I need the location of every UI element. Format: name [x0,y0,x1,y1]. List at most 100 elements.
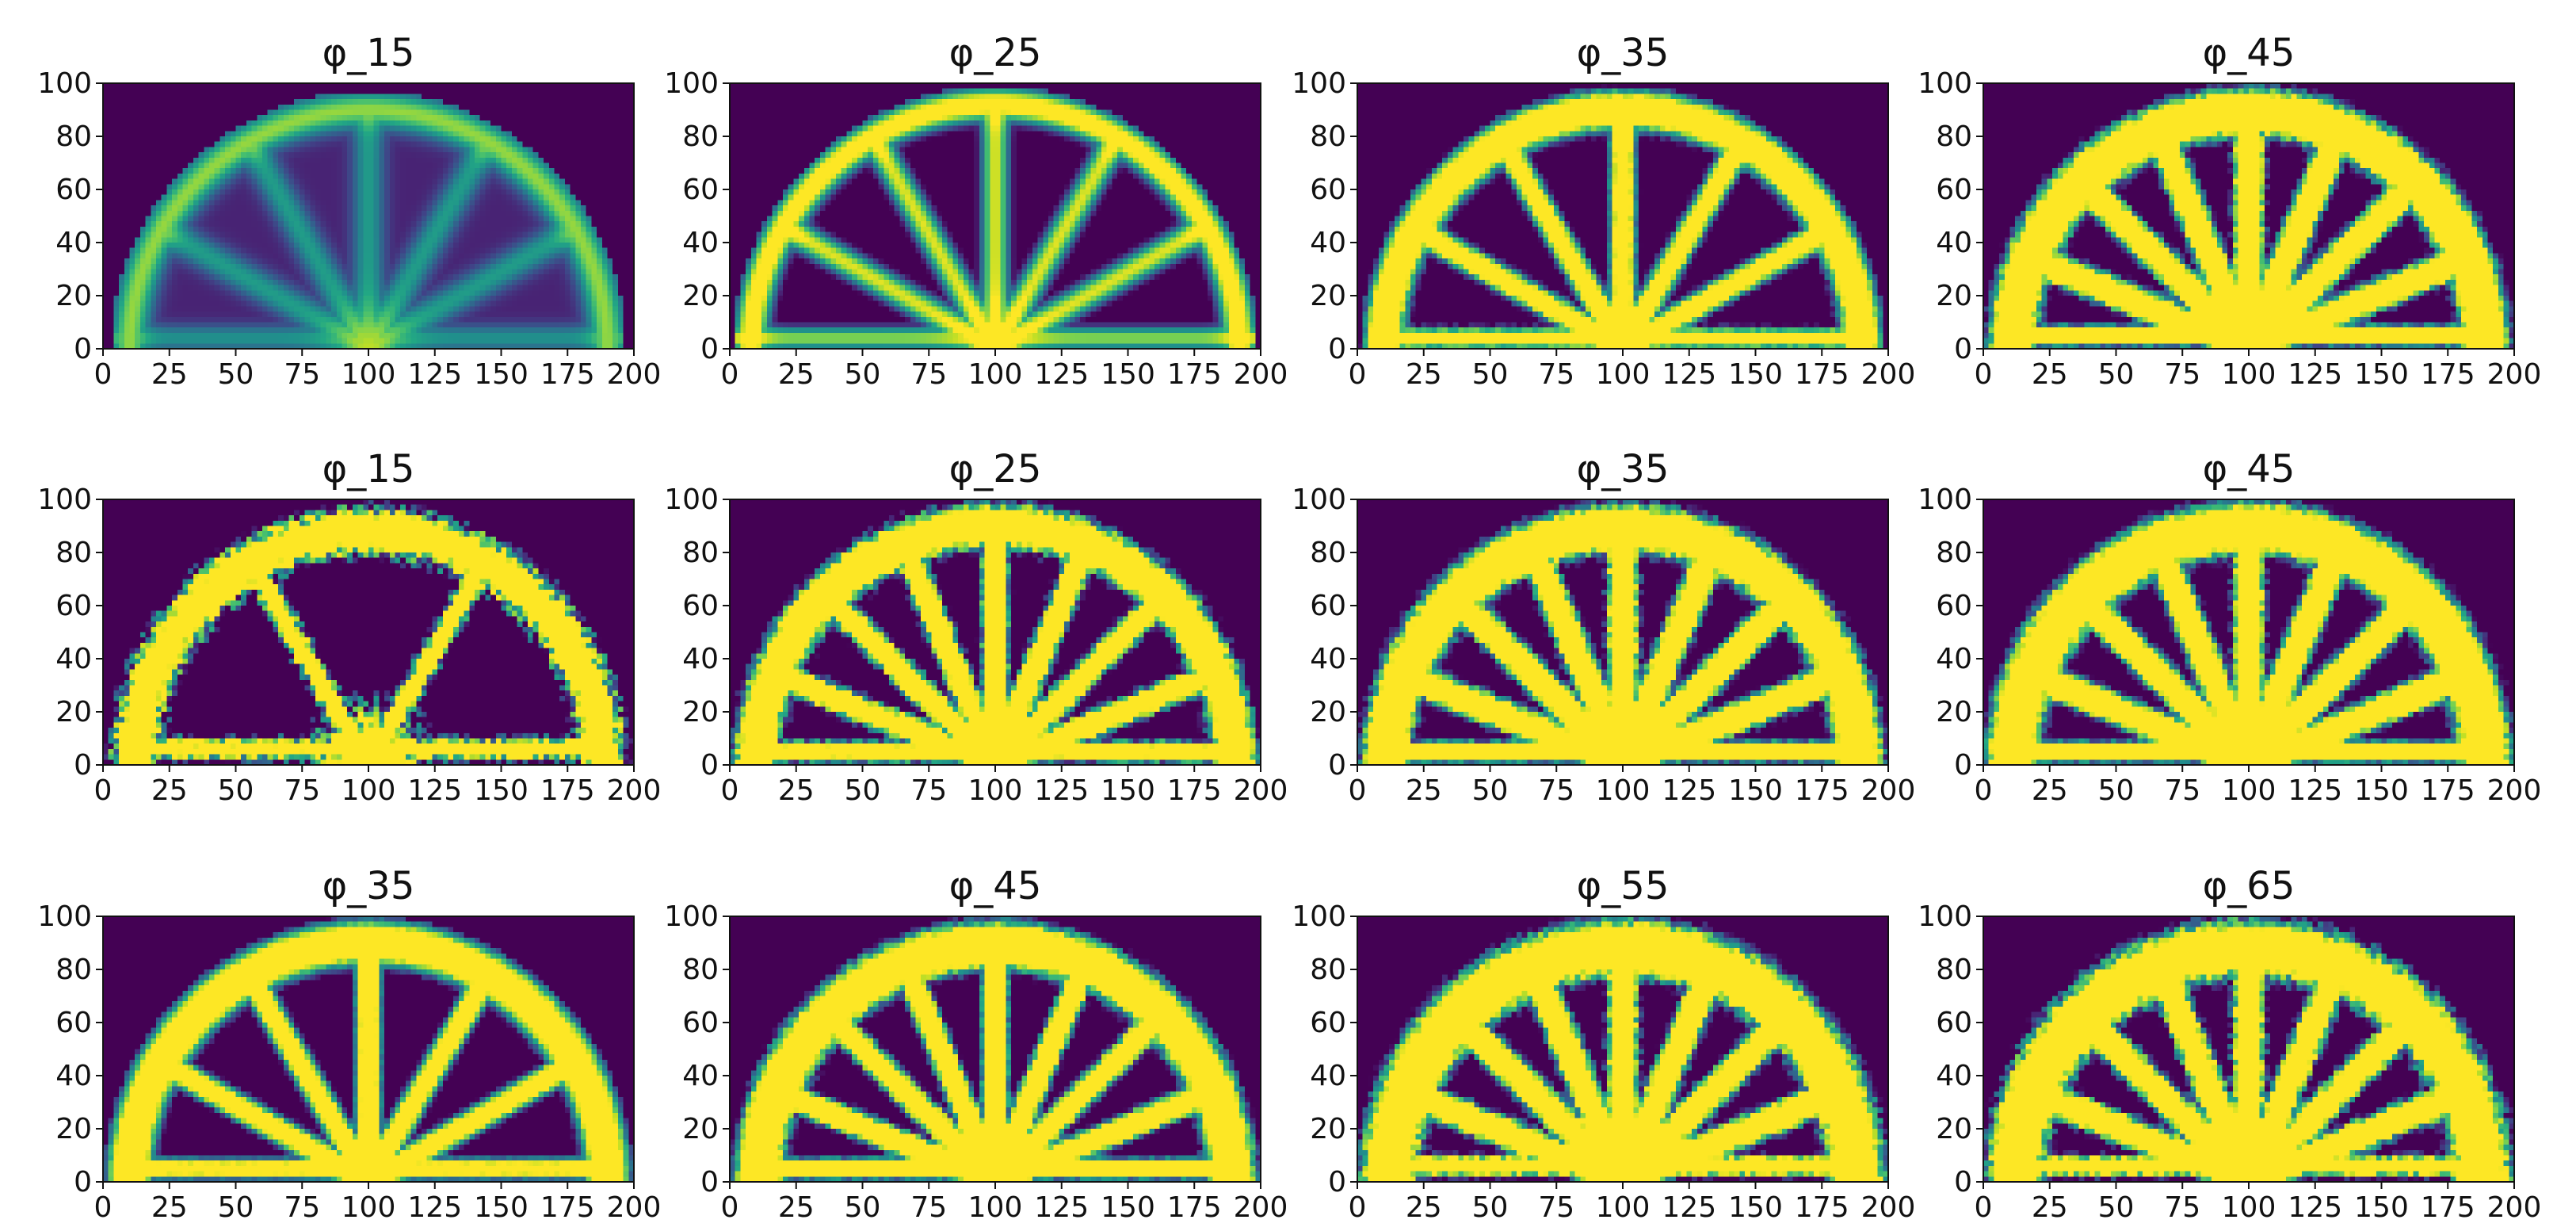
heatmap-cell [231,189,236,195]
heatmap-cell [368,290,374,296]
heatmap-cell [395,301,401,307]
heatmap-cell [140,327,146,333]
heatmap-cell [586,243,592,248]
heatmap-cell [103,126,109,132]
heatmap-cell [571,296,576,301]
heatmap-cell [555,243,560,248]
heatmap-cell [358,285,364,291]
heatmap-cell [188,221,193,227]
heatmap-cell [437,126,443,132]
heatmap-cell [284,83,289,89]
heatmap-cell [597,312,602,317]
heatmap-cell [140,264,146,270]
heatmap-cell [236,184,242,189]
heatmap-cell [151,317,156,323]
heatmap-cell [183,158,189,163]
heatmap-cell [522,131,528,136]
heatmap-cell [363,221,368,227]
heatmap-cell [166,333,172,338]
heatmap-cell [485,105,490,110]
heatmap-cell [284,158,289,163]
heatmap-cell [268,338,273,344]
heatmap-cell [549,280,555,285]
heatmap-cell [246,105,252,110]
heatmap-cell [597,221,602,227]
heatmap-cell [363,211,368,216]
heatmap-cell [236,333,242,338]
heatmap-cell [384,338,390,344]
heatmap-cell [284,327,289,333]
heatmap-cell [528,174,533,179]
heatmap-cell [188,248,193,254]
heatmap-cell [140,338,146,344]
heatmap-cell [586,120,592,126]
heatmap-cell [151,136,156,142]
heatmap-cell [289,221,295,227]
heatmap-cell [337,338,342,344]
heatmap-cell [140,285,146,291]
heatmap-cell [326,338,331,344]
heatmap-cell [236,221,242,227]
heatmap-cell [443,317,448,323]
heatmap-cell [533,126,539,132]
heatmap-cell [337,253,342,258]
heatmap-cell [188,270,193,275]
heatmap-cell [559,195,565,201]
heatmap-cell [411,338,417,344]
heatmap-cell [231,168,236,174]
heatmap-cell [575,205,581,211]
heatmap-cell [363,243,368,248]
heatmap-cell [204,338,209,344]
heatmap-cell [284,333,289,338]
heatmap-cell [262,243,268,248]
heatmap-cell [448,147,454,152]
heatmap-cell [199,264,204,270]
heatmap-cell [347,147,353,152]
heatmap-cell [602,89,608,94]
heatmap-cell [300,158,305,163]
heatmap-cell [608,126,613,132]
heatmap-cell [502,301,507,307]
heatmap-cell [427,232,433,238]
heatmap-cell [390,280,395,285]
heatmap-cell [448,221,454,227]
heatmap-cell [177,110,183,116]
heatmap-cell [183,163,189,169]
heatmap-cell [268,105,273,110]
heatmap-cell [278,120,284,126]
heatmap-cell [522,200,528,205]
heatmap-cell [284,317,289,323]
heatmap-cell [268,174,273,179]
heatmap-cell [183,243,189,248]
heatmap-cell [549,323,555,328]
heatmap-cell [475,211,480,216]
heatmap-cell [257,205,262,211]
heatmap-cell [533,99,539,105]
heatmap-cell [427,158,433,163]
heatmap-cell [390,83,395,89]
heatmap-cell [591,274,597,280]
heatmap-cell [241,147,246,152]
heatmap-cell [337,83,342,89]
heatmap-cell [109,184,114,189]
heatmap-cell [188,136,193,142]
heatmap-cell [199,285,204,291]
heatmap-cell [162,136,167,142]
heatmap-cell [506,280,512,285]
heatmap-cell [549,142,555,147]
heatmap-cell [613,274,618,280]
heatmap-cell [315,317,321,323]
heatmap-cell [183,179,189,185]
heatmap-cell [204,323,209,328]
heatmap-cell [113,333,119,338]
heatmap-cell [597,179,602,185]
heatmap-cell [241,317,246,323]
heatmap-cell [522,110,528,116]
heatmap-cell [326,115,331,120]
heatmap-cell [422,131,427,136]
heatmap-cell [517,264,523,270]
heatmap-cell [241,285,246,291]
heatmap-cell [241,216,246,222]
heatmap-cell [188,200,193,205]
heatmap-cell [459,83,464,89]
